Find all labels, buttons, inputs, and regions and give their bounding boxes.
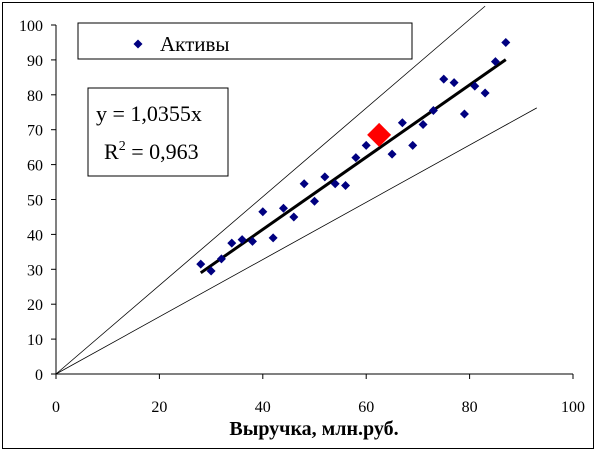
equation-box: y = 1,0355x R2 = 0,963 (87, 87, 229, 177)
y-tick-label: 100 (19, 18, 43, 35)
y-tick-label: 0 (35, 367, 43, 384)
data-point (310, 196, 319, 206)
data-point (418, 119, 428, 129)
trend-line (199, 58, 507, 275)
data-point (237, 235, 247, 245)
x-tick-label: 40 (255, 399, 271, 416)
data-point (247, 236, 257, 246)
r-squared-label: R (104, 139, 119, 164)
x-axis-label: Выручка, млн.руб. (229, 418, 398, 440)
data-point (330, 179, 340, 189)
equation-box-frame (87, 87, 229, 177)
data-point (428, 106, 438, 116)
x-tick-label: 100 (561, 399, 585, 416)
x-tick-label: 80 (462, 399, 478, 416)
highlight-marker (367, 122, 392, 147)
data-point (299, 179, 309, 189)
legend-entry-aktivy: Активы (160, 32, 230, 56)
r-squared: R2 = 0,963 (104, 139, 199, 164)
x-ticks: 0 20 40 60 80 100 (52, 374, 585, 416)
upper-bound-line (55, 5, 486, 375)
r-squared-exponent: 2 (119, 139, 126, 154)
y-tick-label: 80 (27, 88, 43, 105)
x-tick-label: 60 (358, 399, 374, 416)
data-point (501, 37, 511, 47)
data-point (341, 181, 351, 191)
x-tick-label: 0 (52, 399, 60, 416)
y-tick-label: 70 (27, 123, 43, 140)
lower-bound-line (55, 107, 538, 375)
data-point (439, 74, 449, 84)
data-point (397, 118, 407, 128)
y-ticks: 0 10 20 30 40 50 60 70 80 90 100 (19, 18, 56, 384)
data-points (196, 37, 511, 276)
x-tick-label: 20 (151, 399, 167, 416)
data-point (216, 254, 226, 264)
data-point (470, 81, 480, 91)
data-point (490, 57, 500, 67)
y-tick-label: 30 (27, 262, 43, 279)
data-point (351, 153, 361, 163)
data-point (449, 78, 459, 88)
y-tick-label: 20 (27, 297, 43, 314)
data-point (196, 259, 206, 269)
legend-box (77, 22, 413, 60)
data-point (289, 212, 299, 222)
data-point (258, 207, 268, 217)
legend-marker (133, 39, 143, 49)
linear-trendline (199, 58, 507, 275)
bound-lines (55, 5, 538, 375)
data-point (408, 140, 418, 150)
data-point (387, 149, 397, 159)
data-point (278, 203, 288, 213)
highlight-point (367, 122, 392, 147)
trend-equation: y = 1,0355x (96, 101, 202, 126)
legend[interactable]: Активы (77, 22, 413, 60)
data-point (227, 238, 237, 248)
y-tick-label: 90 (27, 53, 43, 70)
data-point (320, 172, 330, 182)
data-point (459, 109, 469, 119)
r-squared-value: = 0,963 (126, 139, 199, 164)
data-point (361, 140, 371, 150)
data-point (206, 266, 216, 276)
data-point (268, 233, 278, 243)
y-tick-label: 10 (27, 332, 43, 349)
y-tick-label: 50 (27, 193, 43, 210)
y-tick-label: 40 (27, 227, 43, 244)
y-tick-label: 60 (27, 158, 43, 175)
data-point (480, 88, 490, 98)
